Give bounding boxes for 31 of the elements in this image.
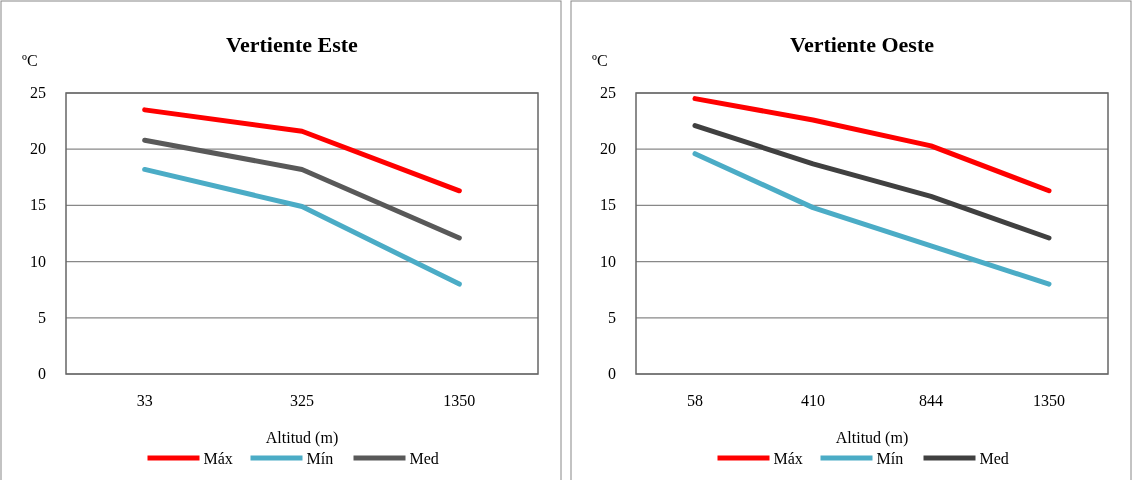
legend-label: Med [979, 450, 1009, 467]
legend-label: Mín [306, 450, 334, 467]
y-tick-label: 20 [30, 140, 46, 158]
legend-label: Máx [203, 450, 233, 467]
chart-title: Vertiente Este [226, 32, 359, 57]
y-axis-title: ºC [592, 52, 608, 69]
y-axis-title: ºC [22, 52, 38, 69]
x-tick-label: 325 [290, 392, 314, 409]
x-axis-title: Altitud (m) [835, 429, 909, 447]
x-tick-label: 1350 [1033, 392, 1065, 409]
y-tick-label: 25 [30, 84, 46, 101]
chart-title: Vertiente Oeste [790, 32, 935, 57]
y-tick-label: 15 [30, 196, 46, 214]
x-axis-title: Altitud (m) [265, 429, 339, 447]
x-tick-label: 1350 [443, 392, 476, 409]
x-tick-label: 410 [801, 392, 825, 409]
x-tick-label: 58 [687, 392, 703, 409]
y-tick-label: 0 [608, 365, 616, 382]
y-tick-label: 5 [608, 308, 616, 326]
y-tick-label: 5 [38, 308, 46, 326]
y-tick-label: 20 [600, 140, 616, 158]
legend-label: Med [409, 450, 439, 467]
x-tick-label: 33 [136, 392, 153, 409]
y-tick-label: 0 [38, 365, 46, 382]
y-tick-label: 15 [600, 196, 616, 214]
y-tick-label: 10 [600, 252, 616, 270]
legend-label: Mín [876, 450, 904, 467]
y-tick-label: 25 [600, 84, 616, 101]
x-tick-label: 844 [919, 392, 943, 409]
legend-label: Máx [773, 450, 803, 467]
y-tick-label: 10 [30, 252, 46, 270]
